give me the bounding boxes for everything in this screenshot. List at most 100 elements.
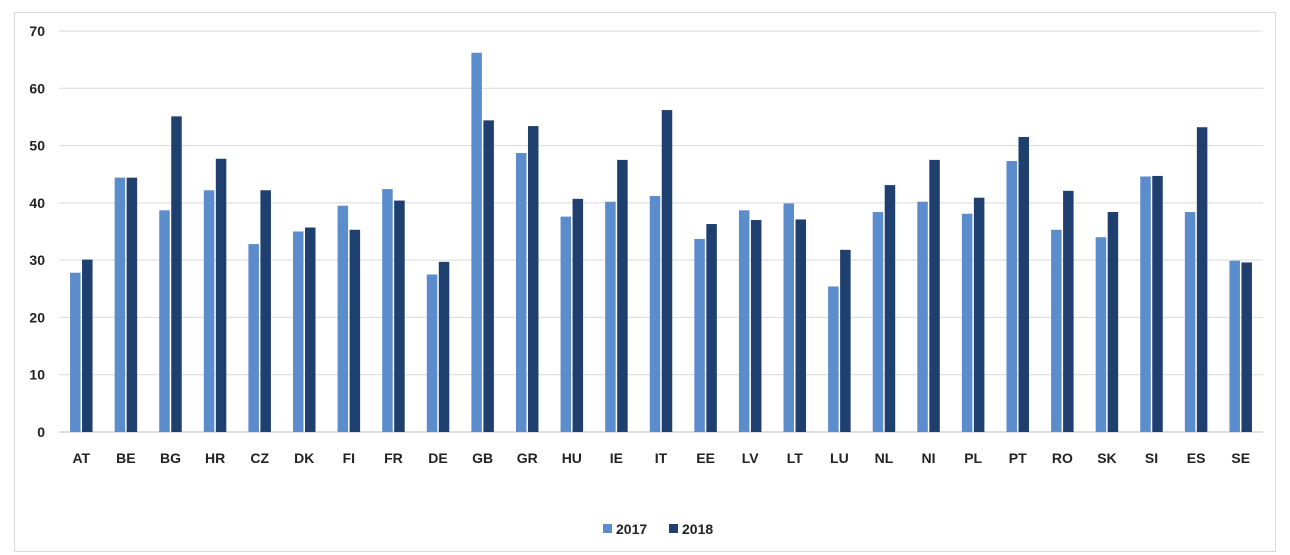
bar-2018-EE	[706, 224, 717, 432]
bar-2017-AT	[70, 272, 81, 432]
bar-2018-NL	[884, 185, 896, 432]
bar-2017-NI	[917, 201, 928, 432]
bar-2017-DK	[293, 231, 304, 432]
bar-2017-IE	[605, 201, 616, 432]
bar-2017-IT	[649, 195, 661, 432]
y-tick-label: 10	[29, 367, 45, 383]
bar-2017-SK	[1095, 237, 1107, 432]
bar-2017-GR	[515, 153, 527, 433]
bar-2018-HU	[572, 198, 584, 432]
x-tick-label: LT	[787, 450, 804, 466]
bar-2017-PT	[1006, 161, 1017, 432]
bar-2017-LU	[828, 286, 839, 432]
bar-2017-FI	[337, 205, 349, 432]
bar-2017-HU	[560, 216, 572, 432]
bar-2018-FI	[349, 229, 361, 432]
x-tick-label: NI	[922, 450, 936, 466]
bar-2017-HR	[203, 190, 215, 432]
bar-2018-NI	[929, 159, 940, 432]
bar-2018-DK	[305, 227, 316, 432]
y-tick-label: 20	[29, 309, 45, 325]
x-tick-label: GR	[517, 450, 538, 466]
bar-2018-AT	[82, 259, 93, 432]
x-tick-label: DK	[294, 450, 314, 466]
bar-2018-RO	[1063, 190, 1074, 432]
bar-2017-NL	[872, 212, 884, 432]
bar-2018-SE	[1241, 262, 1252, 432]
legend-swatch-2018	[669, 524, 678, 533]
bar-2018-LU	[840, 249, 851, 432]
x-tick-label: SK	[1097, 450, 1116, 466]
bar-2017-LT	[783, 203, 795, 432]
bar-2018-BG	[171, 116, 182, 432]
bar-2018-BE	[126, 177, 138, 432]
y-tick-label: 40	[29, 195, 45, 211]
bar-2018-CZ	[260, 190, 271, 432]
bar-2018-HR	[215, 158, 227, 433]
y-tick-label: 60	[29, 80, 45, 96]
gridlines	[59, 30, 1263, 433]
x-tick-label: FI	[343, 450, 355, 466]
legend-swatch-2017	[603, 524, 612, 533]
bar-chart: 0 10 20 30 40 50 60 70 AT BE BG HR CZ DK FI FR DE GB GR HU…	[29, 23, 1263, 537]
y-axis-ticks: 0 10 20 30 40 50 60 70	[29, 23, 45, 440]
x-tick-label: LU	[830, 450, 849, 466]
bar-2018-IE	[617, 159, 628, 432]
bar-2018-FR	[394, 200, 405, 432]
x-tick-label: EE	[696, 450, 715, 466]
y-tick-label: 50	[29, 138, 45, 154]
x-tick-label: IT	[655, 450, 668, 466]
x-tick-label: PL	[964, 450, 982, 466]
bar-2018-PL	[973, 197, 985, 432]
legend-label-2018: 2018	[682, 521, 713, 537]
x-tick-label: SI	[1145, 450, 1158, 466]
bars	[70, 52, 1252, 433]
bar-2017-SE	[1229, 260, 1240, 432]
bar-2018-LV	[750, 220, 762, 432]
bar-2017-BE	[114, 177, 126, 432]
x-tick-label: BE	[116, 450, 135, 466]
legend: 2017 2018	[603, 521, 713, 537]
bar-2017-ES	[1184, 212, 1196, 432]
x-tick-label: LV	[742, 450, 760, 466]
bar-2017-LV	[738, 210, 750, 432]
x-tick-label: NL	[875, 450, 894, 466]
bar-2017-FR	[382, 189, 393, 432]
bar-2018-GR	[527, 126, 539, 432]
legend-label-2017: 2017	[616, 521, 647, 537]
x-tick-label: HR	[205, 450, 225, 466]
x-tick-label: PT	[1009, 450, 1027, 466]
x-tick-label: FR	[384, 450, 403, 466]
bar-2017-DE	[426, 274, 438, 432]
x-tick-label: SE	[1231, 450, 1250, 466]
y-tick-label: 0	[37, 424, 45, 440]
y-tick-label: 70	[29, 23, 45, 39]
x-tick-label: DE	[428, 450, 447, 466]
y-tick-label: 30	[29, 252, 45, 268]
bar-2018-LT	[795, 219, 807, 432]
x-axis-ticks: AT BE BG HR CZ DK FI FR DE GB GR HU IE IT EE LV LT LU NL NI…	[72, 450, 1250, 466]
x-tick-label: RO	[1052, 450, 1073, 466]
bar-2017-RO	[1051, 229, 1062, 432]
x-tick-label: GB	[472, 450, 493, 466]
chart-frame: 0 10 20 30 40 50 60 70 AT BE BG HR CZ DK FI FR DE GB GR HU…	[14, 12, 1276, 552]
bar-2017-GB	[471, 52, 482, 433]
x-tick-label: IE	[610, 450, 623, 466]
x-tick-label: HU	[562, 450, 582, 466]
bar-2017-PL	[961, 213, 973, 432]
bar-2017-BG	[159, 210, 170, 432]
x-tick-label: BG	[160, 450, 181, 466]
x-tick-label: AT	[72, 450, 90, 466]
bar-2018-GB	[483, 120, 494, 432]
bar-2017-EE	[694, 238, 705, 432]
bar-2018-IT	[661, 110, 673, 432]
bar-2018-SK	[1107, 212, 1119, 432]
x-tick-label: CZ	[250, 450, 269, 466]
x-tick-label: ES	[1187, 450, 1206, 466]
bar-2017-SI	[1140, 176, 1151, 432]
bar-2018-ES	[1196, 127, 1208, 433]
bar-2018-SI	[1152, 175, 1163, 432]
bar-2017-CZ	[248, 244, 259, 432]
bar-2018-DE	[438, 261, 450, 432]
bar-2018-PT	[1018, 136, 1029, 432]
